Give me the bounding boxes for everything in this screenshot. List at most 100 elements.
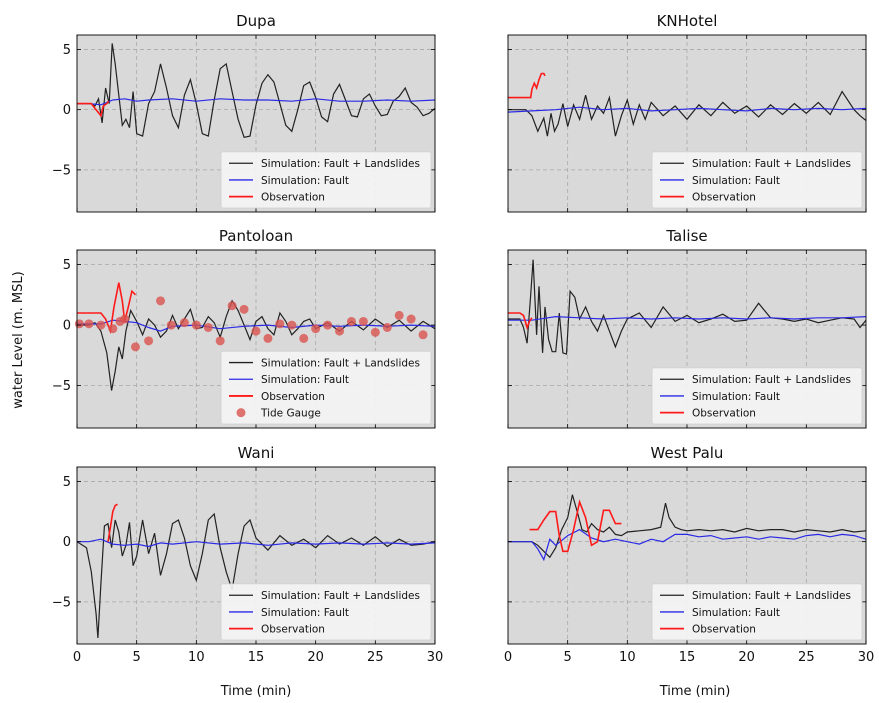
x-tick-label: 5 — [564, 650, 572, 665]
legend-label: Tide Gauge — [260, 407, 321, 419]
legend-label: Simulation: Fault — [261, 175, 349, 187]
legend-label: Simulation: Fault — [261, 374, 349, 386]
y-tick-label: 5 — [63, 43, 71, 58]
x-tick-label: 25 — [367, 650, 384, 665]
series-line-fault-landslides — [77, 512, 435, 639]
tide-gauge-point — [227, 301, 237, 311]
subplot-knhotel: KNHotel Simulation: Fault + Landslides Sim… — [507, 12, 867, 213]
legend-label: Simulation: Fault + Landslides — [261, 590, 420, 602]
tide-gauge-point — [203, 322, 213, 332]
y-tick-label: 5 — [63, 475, 71, 490]
y-tick-label: 0 — [63, 319, 71, 334]
legend-box — [651, 583, 863, 641]
subplot-title: KNHotel — [657, 12, 718, 30]
series-line-observation — [77, 100, 110, 118]
y-tick-label: 0 — [63, 103, 71, 118]
legend-label: Simulation: Fault — [692, 175, 780, 187]
tide-gauge-point — [275, 319, 285, 329]
legend-label: Observation — [261, 391, 325, 403]
series-line-observation — [77, 282, 137, 335]
x-tick-label: 0 — [73, 650, 81, 665]
tide-gauge-point — [311, 324, 321, 334]
legend-label: Simulation: Fault — [692, 607, 780, 619]
legend-label: Observation — [692, 623, 756, 635]
y-tick-label: −5 — [52, 163, 71, 178]
legend-label: Observation — [692, 407, 756, 419]
tide-gauge-point — [251, 326, 261, 336]
y-tick-label: −5 — [52, 595, 71, 610]
legend-label: Simulation: Fault + Landslides — [692, 158, 851, 170]
tide-gauge-point — [74, 319, 84, 329]
legend-label: Observation — [261, 623, 325, 635]
series-line-fault — [508, 315, 866, 321]
tide-gauge-point — [394, 310, 404, 320]
figure-xlabel-left: Time (min) — [220, 684, 292, 699]
tide-gauge-point — [239, 304, 249, 314]
legend-label: Observation — [261, 191, 325, 203]
legend-label: Simulation: Fault — [261, 607, 349, 619]
series-line-observation — [529, 499, 622, 553]
tide-gauge-point — [287, 320, 297, 330]
series-line-fault-landslides — [508, 90, 866, 137]
series-line-fault — [77, 538, 435, 548]
subplot-title: Dupa — [236, 12, 276, 30]
legend-box — [220, 151, 432, 209]
tide-gauge-point — [382, 322, 392, 332]
tide-gauge-point — [166, 320, 176, 330]
legend-box — [651, 367, 863, 425]
x-tick-label: 10 — [619, 650, 636, 665]
x-tick-label: 10 — [188, 650, 205, 665]
tide-gauge-point — [299, 333, 309, 343]
legend-box — [220, 350, 432, 425]
legend-label: Simulation: Fault + Landslides — [692, 590, 851, 602]
legend-label: Simulation: Fault + Landslides — [261, 158, 420, 170]
x-tick-label: 15 — [248, 650, 265, 665]
subplot-pantoloan: −5 0 5 Pantoloan Simulation: Fault + Landsli… — [52, 227, 436, 429]
legend-label: Simulation: Fault + Landslides — [261, 357, 420, 369]
legend-box — [651, 151, 863, 209]
series-line-fault-landslides — [77, 43, 435, 138]
series-line-fault — [77, 98, 435, 106]
tide-gauge-point — [179, 318, 189, 328]
legend-label: Observation — [692, 191, 756, 203]
legend: Simulation: Fault + Landslides Simulation… — [220, 350, 432, 425]
tide-gauge-point — [358, 316, 368, 326]
tide-gauge-point — [191, 320, 201, 330]
y-tick-label: 5 — [63, 258, 71, 273]
subplot-wani: 0 5 10 15 20 25 30 −5 0 5 Wani Simulation: Fault + … — [52, 444, 443, 665]
legend: Simulation: Fault + Landslides Simulation… — [651, 367, 863, 425]
x-tick-label: 0 — [504, 650, 512, 665]
y-tick-label: 0 — [63, 535, 71, 550]
tide-gauge-point — [156, 296, 166, 306]
legend-label: Simulation: Fault + Landslides — [692, 374, 851, 386]
legend-box — [220, 583, 432, 641]
tide-gauge-point — [418, 330, 428, 340]
series-line-fault-landslides — [508, 259, 866, 355]
x-tick-label: 20 — [307, 650, 324, 665]
subplot-title: West Palu — [651, 444, 724, 462]
series-line-observation — [508, 312, 533, 330]
x-tick-label: 15 — [679, 650, 696, 665]
subplot-title: Wani — [238, 444, 275, 462]
legend-label: Simulation: Fault — [692, 391, 780, 403]
tide-gauge-point — [323, 320, 333, 330]
legend: Simulation: Fault + Landslides Simulation… — [220, 583, 432, 641]
x-tick-label: 25 — [798, 650, 815, 665]
figure-xlabel-right: Time (min) — [659, 684, 731, 699]
x-tick-label: 5 — [133, 650, 141, 665]
tide-gauge-point — [96, 320, 106, 330]
x-tick-label: 20 — [738, 650, 755, 665]
x-tick-label: 30 — [858, 650, 875, 665]
series-line-observation — [107, 503, 118, 542]
legend-marker-tide-gauge — [236, 408, 246, 418]
figure-ylabel: water Level (m. MSL) — [11, 271, 26, 408]
tide-gauge-point — [120, 314, 130, 324]
tide-gauge-point — [370, 327, 380, 337]
series-line-fault-landslides — [508, 494, 866, 559]
series-line-fault-landslides — [77, 299, 435, 391]
legend: Simulation: Fault + Landslides Simulation… — [651, 583, 863, 641]
tide-gauge-point — [84, 319, 94, 329]
tide-gauge-point — [130, 342, 140, 352]
